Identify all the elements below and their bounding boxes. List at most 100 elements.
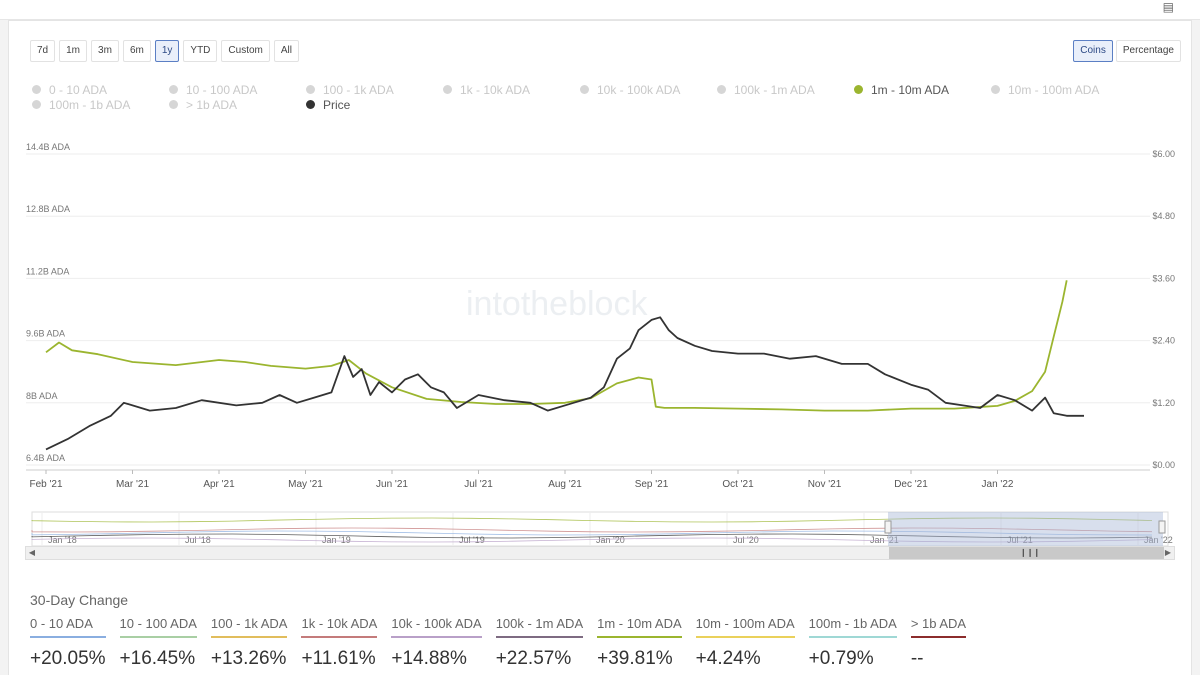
x-axis: Feb '21 Mar '21 Apr '21 May '21 Jun '21 Jul '… <box>26 469 1150 490</box>
x-axis-tick: Jan '22 <box>982 479 1014 490</box>
x-axis-tick: Jul '21 <box>464 479 493 490</box>
legend-dot <box>306 85 315 94</box>
left-axis-tick: 6.4B ADA <box>26 453 65 463</box>
change-item: 100 - 1k ADA +13.26% <box>210 616 288 670</box>
navigator-tick: Jan '20 <box>596 535 625 545</box>
right-axis: $0.00 $1.20 $2.40 $3.60 $4.80 $6.00 <box>1152 149 1175 470</box>
legend-dot <box>443 85 452 94</box>
change-value: +0.79% <box>808 648 874 669</box>
navigator-tick: Jul '20 <box>733 535 759 545</box>
change-item: > 1b ADA -- <box>910 616 967 670</box>
right-axis-tick: $1.20 <box>1152 398 1175 408</box>
range-custom-button[interactable]: Custom <box>221 40 270 62</box>
legend-item-10m-100m[interactable]: 10m - 100m ADA <box>991 82 1128 97</box>
legend-dot <box>32 100 41 109</box>
change-value: +11.61% <box>301 648 376 669</box>
legend-item-0-10[interactable]: 0 - 10 ADA <box>32 82 169 97</box>
navigator[interactable]: Jan '18 Jul '18 Jan '19 Jul '19 Jan '20 Jul '… <box>31 511 1173 547</box>
legend-dot <box>306 100 315 109</box>
legend-label: 10k - 100k ADA <box>597 82 681 97</box>
range-7d-button[interactable]: 7d <box>30 40 56 62</box>
change-label: > 1b ADA <box>910 616 967 638</box>
right-axis-tick: $6.00 <box>1152 149 1175 159</box>
legend-dot <box>169 85 178 94</box>
x-axis-tick: Apr '21 <box>203 479 235 490</box>
change-value: +39.81% <box>597 648 673 669</box>
x-axis-tick: Sep '21 <box>635 479 669 490</box>
range-3m-button[interactable]: 3m <box>91 40 119 62</box>
x-axis-tick: Nov '21 <box>808 479 842 490</box>
range-1m-button[interactable]: 1m <box>59 40 88 62</box>
x-axis-tick: Aug '21 <box>548 479 582 490</box>
legend-item-10-100[interactable]: 10 - 100 ADA <box>169 82 306 97</box>
legend-item-100-1k[interactable]: 100 - 1k ADA <box>306 82 443 97</box>
right-axis-tick: $0.00 <box>1152 460 1175 470</box>
legend-row: 100m - 1b ADA > 1b ADA Price <box>32 97 1182 112</box>
change-label: 10k - 100k ADA <box>391 616 482 638</box>
change-label: 0 - 10 ADA <box>30 616 106 638</box>
range-ytd-button[interactable]: YTD <box>183 40 218 62</box>
legend-label: 1k - 10k ADA <box>460 82 531 97</box>
navigator-tick: Jul '19 <box>459 535 485 545</box>
legend-item-price[interactable]: Price <box>306 97 443 112</box>
navigator-series-line <box>31 530 1153 536</box>
right-axis-tick: $4.80 <box>1152 211 1175 221</box>
right-axis-tick: $2.40 <box>1152 336 1175 346</box>
change-item: 0 - 10 ADA +20.05% <box>30 616 106 670</box>
change-item: 100m - 1b ADA +0.79% <box>808 616 897 670</box>
range-6m-button[interactable]: 6m <box>122 40 151 62</box>
legend-label: 10 - 100 ADA <box>186 82 258 97</box>
top-bar: ▤ <box>0 0 1200 20</box>
mode-selector: Coins Percentage <box>1073 40 1181 62</box>
legend-label: 100k - 1m ADA <box>734 82 815 97</box>
legend-item-100k-1m[interactable]: 100k - 1m ADA <box>717 82 854 97</box>
legend-row: 0 - 10 ADA 10 - 100 ADA 100 - 1k ADA 1k … <box>32 82 1182 97</box>
chart-grid <box>26 153 1150 466</box>
range-1y-button[interactable]: 1y <box>154 40 180 62</box>
chart-menu-icon[interactable]: ▤ <box>1162 0 1174 14</box>
legend-label: 0 - 10 ADA <box>49 82 108 97</box>
x-axis-tick: Feb '21 <box>29 479 62 490</box>
x-axis-tick: Dec '21 <box>894 479 928 490</box>
legend-dot <box>32 85 41 94</box>
legend-item-1b-plus[interactable]: > 1b ADA <box>169 97 306 112</box>
navigator-handle-left <box>884 520 892 534</box>
change-label: 1k - 10k ADA <box>301 616 378 638</box>
left-axis: 6.4B ADA 8B ADA 9.6B ADA 11.2B ADA 12.8B ADA… <box>26 142 70 463</box>
scroll-right-icon[interactable]: ▶ <box>1164 548 1172 557</box>
scrollbar-thumb[interactable] <box>889 547 1164 559</box>
x-axis-tick: May '21 <box>288 479 323 490</box>
change-value: +14.88% <box>391 648 467 669</box>
left-axis-tick: 11.2B ADA <box>26 266 69 276</box>
legend-dot <box>580 85 589 94</box>
change-value: +22.57% <box>495 648 572 669</box>
change-item: 100k - 1m ADA +22.57% <box>495 616 584 670</box>
grip-icon[interactable]: ❙❙❙ <box>1020 548 1041 557</box>
navigator-series-line <box>31 533 1153 539</box>
navigator-tick: Jan '22 <box>1144 535 1173 545</box>
legend-label: > 1b ADA <box>186 97 238 112</box>
legend-item-1m-10m[interactable]: 1m - 10m ADA <box>854 82 991 97</box>
change-item: 10 - 100 ADA +16.45% <box>119 616 197 670</box>
legend-item-100m-1b[interactable]: 100m - 1b ADA <box>32 97 169 112</box>
navigator-tick: Jul '21 <box>1007 535 1033 545</box>
legend-item-10k-100k[interactable]: 10k - 100k ADA <box>580 82 717 97</box>
chart-legend: 0 - 10 ADA 10 - 100 ADA 100 - 1k ADA 1k … <box>32 82 1182 112</box>
legend-item-1k-10k[interactable]: 1k - 10k ADA <box>443 82 580 97</box>
navigator-handle-right <box>1158 520 1166 534</box>
navigator-scrollbar[interactable]: ◀ ❙❙❙ ▶ <box>25 546 1175 560</box>
scroll-left-icon[interactable]: ◀ <box>28 548 36 557</box>
range-all-button[interactable]: All <box>273 40 299 62</box>
change-label: 10 - 100 ADA <box>119 616 197 638</box>
legend-label: Price <box>323 97 351 112</box>
percentage-mode-button[interactable]: Percentage <box>1115 40 1181 62</box>
navigator-selection <box>888 512 1163 546</box>
change-item: 10m - 100m ADA +4.24% <box>695 616 795 670</box>
navigator-series-line <box>31 537 1153 543</box>
right-axis-tick: $3.60 <box>1152 273 1175 283</box>
legend-dot <box>991 85 1000 94</box>
change-value: +16.45% <box>119 648 196 669</box>
navigator-tick: Jan '18 <box>48 535 77 545</box>
coins-mode-button[interactable]: Coins <box>1073 40 1113 62</box>
legend-dot <box>854 85 863 94</box>
